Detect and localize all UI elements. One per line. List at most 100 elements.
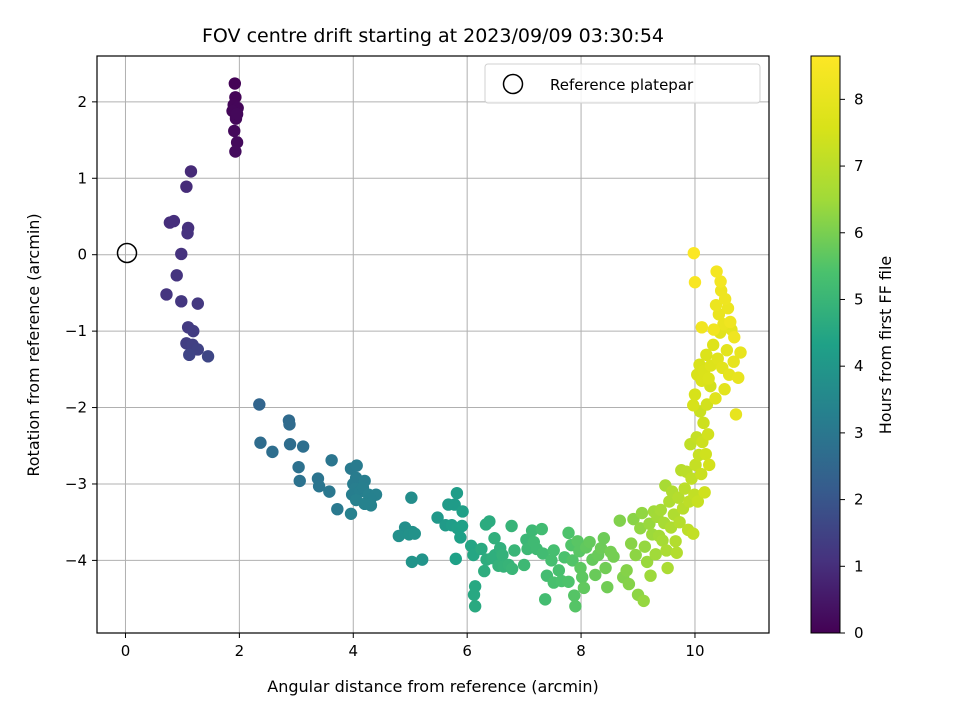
chart-title: FOV centre drift starting at 2023/09/09 … — [202, 25, 664, 47]
data-point — [710, 265, 723, 278]
data-point — [627, 512, 640, 526]
data-point — [714, 275, 727, 288]
data-point — [599, 561, 612, 575]
data-point — [569, 600, 582, 613]
x-tick-label: 0 — [121, 642, 131, 660]
data-point — [720, 344, 734, 357]
y-tick-label: −3 — [65, 475, 87, 493]
data-point — [568, 589, 581, 602]
data-point — [478, 564, 491, 578]
data-point — [344, 507, 358, 520]
data-point — [638, 540, 652, 553]
data-point — [589, 568, 602, 582]
y-tick-label: −2 — [65, 399, 87, 417]
data-point — [566, 554, 579, 567]
data-point — [577, 581, 591, 595]
data-point — [325, 454, 338, 467]
data-point — [718, 383, 731, 396]
data-point — [732, 371, 745, 384]
data-point — [654, 503, 667, 517]
data-point — [688, 388, 702, 401]
x-axis-ticks: 0 2 4 6 8 10 — [121, 633, 705, 660]
data-point — [312, 480, 326, 493]
data-point — [175, 295, 188, 308]
data-point — [475, 542, 488, 556]
data-point — [496, 548, 509, 562]
legend-marker-icon — [502, 73, 524, 95]
data-point — [701, 428, 715, 441]
data-point — [323, 485, 336, 498]
data-point — [640, 555, 654, 569]
data-point — [184, 165, 198, 178]
data-point — [187, 324, 200, 338]
data-points — [160, 77, 747, 613]
data-point — [467, 588, 481, 601]
data-point — [331, 502, 344, 516]
x-tick-label: 4 — [348, 642, 358, 660]
data-point — [622, 577, 636, 591]
data-point — [405, 555, 419, 569]
data-point — [672, 491, 685, 504]
x-tick-label: 2 — [235, 642, 245, 660]
data-point — [687, 527, 700, 540]
data-point — [571, 535, 584, 548]
colorbar-tick-label: 2 — [854, 491, 864, 509]
data-point — [688, 276, 702, 289]
data-point — [702, 372, 715, 385]
colorbar-tick-label: 7 — [854, 157, 864, 175]
data-point — [597, 532, 611, 545]
colorbar-tick-label: 1 — [854, 557, 864, 575]
data-point — [450, 486, 464, 500]
data-point — [673, 515, 686, 529]
data-point — [624, 537, 638, 550]
colorbar-ticks: 0 1 2 3 4 5 6 7 8 — [840, 90, 864, 642]
reference-platepar-marker — [116, 242, 138, 264]
data-point — [709, 298, 723, 312]
data-point — [734, 346, 747, 359]
data-point — [698, 486, 711, 499]
legend-entry-reference-platepar: Reference platepar — [550, 76, 694, 94]
legend: Reference platepar — [484, 63, 761, 104]
data-point — [180, 180, 193, 193]
data-point — [635, 506, 649, 520]
y-tick-label: 0 — [77, 246, 87, 264]
data-point — [191, 297, 204, 310]
data-point — [175, 247, 188, 261]
data-point — [729, 408, 743, 421]
data-point — [170, 269, 183, 282]
y-axis-label: Rotation from reference (arcmin) — [24, 213, 43, 476]
data-point — [283, 418, 296, 431]
colorbar-tick-label: 3 — [854, 424, 864, 442]
data-point — [695, 467, 708, 481]
data-point — [488, 532, 501, 545]
data-point — [405, 491, 418, 504]
data-point — [253, 398, 266, 411]
colorbar-tick-label: 6 — [854, 224, 864, 242]
data-point — [724, 315, 737, 329]
data-point — [508, 544, 521, 557]
data-point — [562, 526, 575, 540]
x-tick-label: 6 — [462, 642, 472, 660]
data-point — [700, 348, 713, 362]
plot-frame — [96, 55, 770, 634]
data-point — [517, 558, 531, 572]
data-point — [669, 535, 682, 548]
y-tick-label: −1 — [65, 322, 87, 340]
data-point — [601, 580, 614, 594]
data-point — [727, 355, 740, 368]
data-point — [661, 561, 674, 575]
data-point — [415, 553, 429, 566]
data-point — [695, 321, 708, 334]
data-point — [707, 323, 720, 336]
colorbar-tick-label: 5 — [854, 290, 864, 308]
data-point — [505, 519, 518, 533]
data-point — [525, 524, 539, 537]
data-point — [228, 124, 241, 138]
data-point — [350, 459, 363, 472]
data-point — [483, 515, 496, 528]
data-point — [583, 535, 596, 549]
data-point — [358, 497, 371, 511]
colorbar-tick-label: 4 — [854, 357, 864, 375]
data-point — [468, 600, 482, 613]
